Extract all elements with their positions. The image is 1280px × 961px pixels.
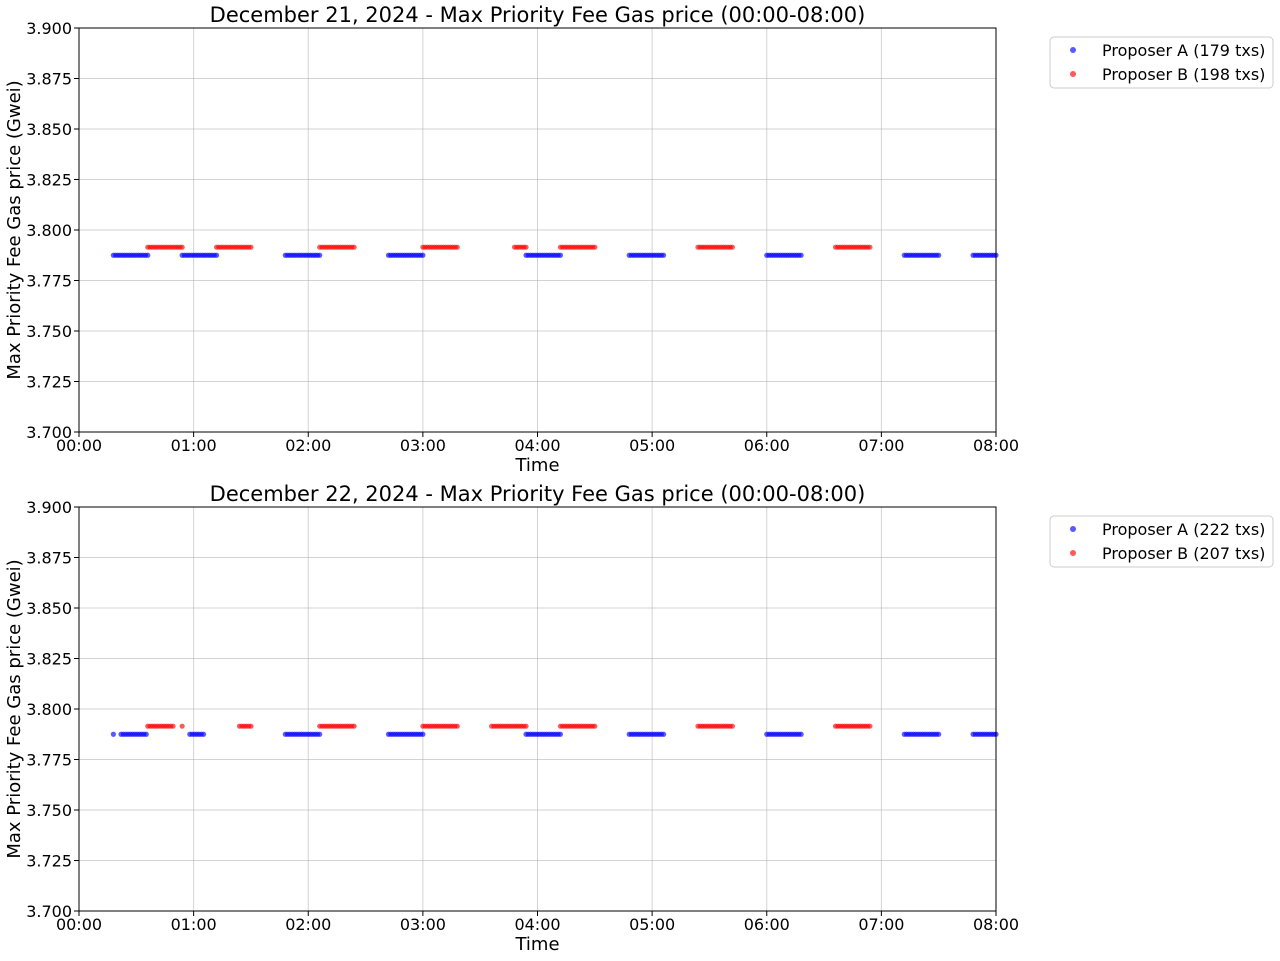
data-point [351,723,357,729]
y-tick-label: 3.725 [26,373,72,392]
data-point [145,252,151,258]
data-point [170,723,176,729]
x-tick-label: 04:00 [514,915,560,934]
data-point [557,252,564,258]
legend-box [1049,515,1274,568]
legend: Proposer A (179 txs) Proposer B (198 txs) [1049,36,1274,89]
data-point [179,723,185,729]
y-tick-label: 3.850 [26,120,72,139]
data-point [557,731,564,737]
x-tick-label: 06:00 [744,436,790,455]
x-tick-label: 02:00 [285,436,331,455]
y-tick-label: 3.850 [26,599,72,618]
series-proposer-b [145,723,873,729]
y-tick-label: 3.825 [26,650,72,669]
data-point [179,244,185,250]
y-tick-label: 3.900 [26,19,72,38]
data-point [317,731,323,737]
x-tick-label: 01:00 [171,915,217,934]
y-tick-label: 3.775 [26,272,72,291]
x-tick-label: 03:00 [400,436,446,455]
y-axis-label: Max Priority Fee Gas price (Gwei) [4,80,25,379]
y-tick-label: 3.825 [26,171,72,190]
legend: Proposer A (222 txs) Proposer B (207 txs) [1049,515,1274,568]
data-point [200,731,207,737]
data-point [420,252,426,258]
chart-title: December 21, 2024 - Max Priority Fee Gas… [210,3,866,27]
data-point [798,252,804,258]
data-point [351,244,357,250]
x-tick-label: 02:00 [285,915,331,934]
y-tick-label: 3.800 [26,700,72,719]
x-tick-label: 08:00 [973,436,1019,455]
y-tick-label: 3.900 [26,498,72,517]
data-point [867,244,873,250]
x-tick-label: 06:00 [744,915,790,934]
chart-title: December 22, 2024 - Max Priority Fee Gas… [210,482,866,506]
chart-panel-1: 3.700 3.725 3.750 3.775 3.800 3.825 3.850 3.875… [4,3,1274,476]
y-tick-label: 3.875 [26,70,72,89]
data-point [317,252,323,258]
data-point [729,723,735,729]
y-axis-label: Max Priority Fee Gas price (Gwei) [4,559,25,858]
plot-frame [78,27,997,433]
legend-label: Proposer B (207 txs) [1102,544,1265,563]
x-tick-label: 00:00 [56,436,102,455]
plot-frame [78,506,997,912]
legend-label: Proposer A (222 txs) [1102,520,1265,539]
legend-marker [1070,526,1076,532]
y-tick-label: 3.725 [26,852,72,871]
series-proposer-a [110,252,999,258]
y-tick-label: 3.700 [26,902,72,921]
x-axis-label: Time [514,455,559,476]
data-point [248,723,254,729]
data-point [213,252,220,258]
data-point [248,244,254,250]
data-point [867,723,873,729]
data-point [143,731,149,737]
data-point [936,252,942,258]
y-tick-label: 3.775 [26,751,72,770]
y-tick-label: 3.750 [26,801,72,820]
chart-panel-2: 3.700 3.725 3.750 3.775 3.800 3.825 3.850 3.875… [4,482,1274,955]
data-point [729,244,735,250]
x-axis-label: Time [514,934,559,955]
legend-label: Proposer A (179 txs) [1102,41,1265,60]
x-tick-label: 01:00 [171,436,217,455]
x-tick-label: 04:00 [514,436,560,455]
series-proposer-a [110,731,999,737]
y-tick-label: 3.875 [26,549,72,568]
y-tick-label: 3.750 [26,322,72,341]
data-point [454,244,460,250]
x-tick-label: 03:00 [400,915,446,934]
x-tick-label: 05:00 [629,436,675,455]
y-tick-label: 3.700 [26,423,72,442]
x-tick-label: 08:00 [973,915,1019,934]
series-proposer-b [145,244,873,250]
y-tick-label: 3.800 [26,221,72,240]
data-point [660,731,667,737]
data-point [420,731,426,737]
data-point [523,244,529,250]
legend-marker [1070,71,1076,77]
legend-label: Proposer B (198 txs) [1102,65,1265,84]
x-tick-label: 05:00 [629,915,675,934]
data-point [592,723,598,729]
x-tick-label: 07:00 [858,436,904,455]
x-tick-label: 07:00 [858,915,904,934]
data-point [110,731,116,737]
legend-marker [1070,550,1076,556]
data-point [454,723,460,729]
legend-box [1049,36,1274,89]
x-tick-label: 00:00 [56,915,102,934]
data-point [660,252,667,258]
data-point [523,723,529,729]
data-point [798,731,804,737]
data-point [936,731,942,737]
data-point [592,244,598,250]
legend-marker [1070,47,1076,53]
